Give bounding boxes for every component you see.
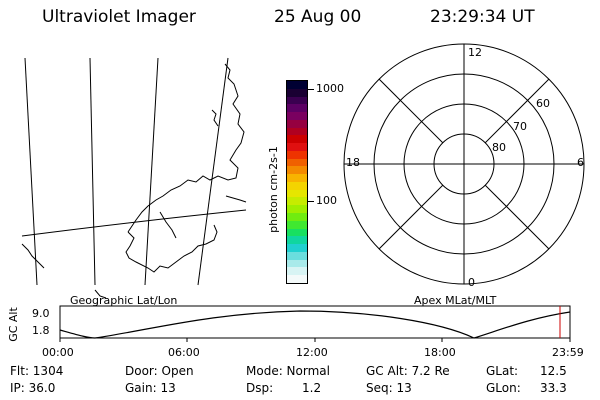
mlt-label-18: 18 bbox=[346, 156, 360, 169]
colorbar-swatch bbox=[287, 143, 307, 151]
colorbar-swatch bbox=[287, 205, 307, 214]
coastline bbox=[125, 224, 218, 273]
altitude-xtick: 12:00 bbox=[296, 346, 328, 359]
lat-label-70: 70 bbox=[513, 120, 527, 133]
mlt-label-0: 0 bbox=[468, 276, 475, 289]
time-label: 23:29:34 UT bbox=[430, 7, 535, 27]
date-label: 25 Aug 00 bbox=[274, 7, 362, 27]
glat-value: 12.5 bbox=[540, 364, 567, 378]
parallel-line bbox=[21, 209, 247, 237]
colorbar-swatch bbox=[287, 275, 307, 283]
meridian-line bbox=[24, 57, 38, 286]
colorbar-swatch bbox=[287, 135, 307, 144]
colorbar-swatch bbox=[287, 88, 307, 97]
gain-value: Gain: 13 bbox=[125, 381, 176, 395]
instrument-title: Ultraviolet Imager bbox=[42, 7, 196, 27]
colorbar-swatch bbox=[287, 150, 307, 159]
ip-value: IP: 36.0 bbox=[10, 381, 56, 395]
colorbar-swatch bbox=[287, 236, 307, 245]
mlt-label-12: 12 bbox=[468, 46, 482, 59]
altitude-xtick: 18:00 bbox=[424, 346, 456, 359]
colorbar-swatch bbox=[287, 112, 307, 120]
colorbar-swatch bbox=[287, 259, 307, 268]
colorbar-swatch bbox=[287, 158, 307, 167]
colorbar-tick bbox=[308, 89, 314, 90]
coastline bbox=[159, 211, 177, 239]
gc-altitude: GC Alt: 7.2 Re bbox=[366, 364, 450, 378]
altitude-ymin: 1.8 bbox=[32, 324, 50, 337]
colorbar-swatch bbox=[287, 174, 307, 182]
glat-label: GLat: bbox=[486, 364, 519, 378]
colorbar-swatch bbox=[287, 189, 307, 198]
coastline bbox=[94, 289, 107, 299]
glon-label: GLon: bbox=[486, 381, 521, 395]
meridian-line bbox=[144, 57, 159, 286]
lat-label-80: 80 bbox=[492, 141, 506, 154]
lat-label-60: 60 bbox=[536, 97, 550, 110]
colorbar-swatch bbox=[287, 127, 307, 136]
glon-value: 33.3 bbox=[540, 381, 567, 395]
sequence-number: Seq: 13 bbox=[366, 381, 412, 395]
coastline bbox=[21, 243, 45, 269]
colorbar-tick-label: 1000 bbox=[316, 82, 344, 95]
altitude-xtick: 23:59 bbox=[552, 346, 584, 359]
colorbar-swatch bbox=[287, 81, 307, 89]
colorbar-swatch bbox=[287, 181, 307, 190]
altitude-xtick: 06:00 bbox=[168, 346, 200, 359]
mlt-label-6: 6 bbox=[577, 156, 584, 169]
colorbar-swatch bbox=[287, 96, 307, 105]
colorbar-swatch bbox=[287, 251, 307, 260]
colorbar-swatch bbox=[287, 213, 307, 221]
projection-label-left: Geographic Lat/Lon bbox=[70, 294, 178, 307]
colorbar-tick bbox=[308, 201, 314, 202]
colorbar-swatch bbox=[287, 244, 307, 252]
colorbar bbox=[286, 80, 308, 284]
projection-label-right: Apex MLat/MLT bbox=[414, 294, 497, 307]
flight-number: Flt: 1304 bbox=[10, 364, 64, 378]
colorbar-swatch bbox=[287, 220, 307, 229]
coastline bbox=[225, 195, 247, 203]
dsp-label: Dsp: bbox=[246, 381, 274, 395]
colorbar-swatch bbox=[287, 267, 307, 276]
colorbar-swatch bbox=[287, 166, 307, 175]
colorbar-swatch bbox=[287, 104, 307, 113]
meridian-line bbox=[89, 57, 96, 286]
mode-value: Mode: Normal bbox=[246, 364, 330, 378]
door-status: Door: Open bbox=[125, 364, 194, 378]
colorbar-swatch bbox=[287, 197, 307, 206]
colorbar-tick-label: 100 bbox=[316, 194, 337, 207]
coastline bbox=[127, 63, 245, 233]
altitude-xtick: 00:00 bbox=[42, 346, 74, 359]
altitude-ymax: 9.0 bbox=[32, 307, 50, 320]
coastline bbox=[211, 109, 219, 127]
dsp-value: 1.2 bbox=[302, 381, 322, 395]
meridian-line bbox=[197, 57, 229, 286]
colorbar-swatch bbox=[287, 119, 307, 128]
colorbar-swatch bbox=[287, 228, 307, 237]
